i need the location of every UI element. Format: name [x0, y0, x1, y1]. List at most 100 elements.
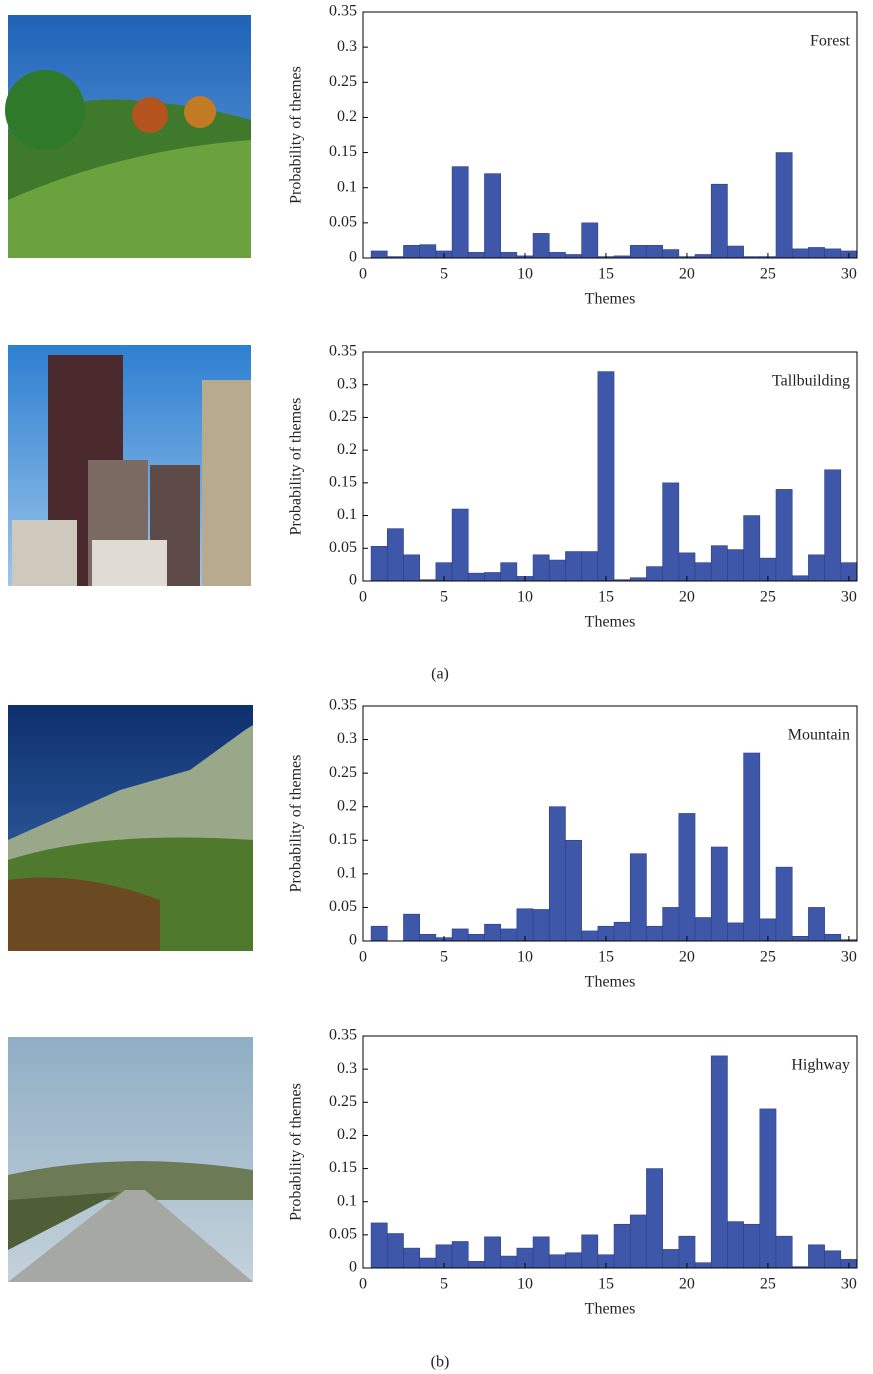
bar — [371, 1223, 387, 1268]
annotation: Forest — [810, 33, 851, 50]
y-tick-label: 0.25 — [329, 73, 357, 90]
bar — [582, 1235, 598, 1268]
bar — [484, 572, 500, 581]
bar — [711, 184, 727, 258]
x-tick-label: 30 — [841, 266, 857, 283]
bar — [792, 249, 808, 258]
x-tick-label: 0 — [359, 949, 367, 966]
bar — [825, 249, 841, 258]
chart: 00.050.10.150.20.250.30.35051015202530Th… — [288, 1027, 857, 1318]
x-tick-label: 25 — [760, 266, 776, 283]
bar — [371, 926, 387, 941]
bar — [646, 1169, 662, 1268]
y-tick-label: 0 — [349, 572, 357, 589]
bar — [711, 1056, 727, 1268]
x-tick-label: 15 — [598, 949, 614, 966]
bar — [501, 1256, 517, 1268]
y-tick-label: 0.25 — [329, 408, 357, 425]
bar — [744, 1224, 760, 1268]
x-tick-label: 25 — [760, 589, 776, 606]
y-tick-label: 0 — [349, 249, 357, 266]
bar — [549, 807, 565, 941]
y-tick-label: 0.05 — [329, 214, 357, 231]
bar — [630, 854, 646, 941]
y-tick-label: 0.05 — [329, 1226, 357, 1243]
bar — [808, 247, 824, 258]
x-tick-label: 25 — [760, 949, 776, 966]
y-tick-label: 0.1 — [337, 865, 357, 882]
x-tick-label: 25 — [760, 1276, 776, 1293]
y-tick-label: 0.3 — [337, 375, 357, 392]
bar — [565, 840, 581, 941]
bar — [501, 929, 517, 941]
bar — [630, 1215, 646, 1268]
bar — [533, 233, 549, 258]
photo-highway — [8, 1037, 253, 1282]
bar — [646, 567, 662, 581]
bar — [727, 550, 743, 581]
bar — [776, 489, 792, 581]
y-tick-label: 0.35 — [329, 343, 357, 360]
y-axis-title: Probability of themes — [288, 66, 305, 204]
bar — [484, 174, 500, 258]
bar — [646, 245, 662, 258]
y-tick-label: 0.2 — [337, 108, 357, 125]
y-tick-label: 0.2 — [337, 797, 357, 814]
chart: 00.050.10.150.20.250.30.35051015202530Th… — [288, 697, 857, 991]
bar — [808, 1245, 824, 1268]
bar — [614, 922, 630, 941]
bar — [582, 552, 598, 581]
bar — [727, 923, 743, 941]
bar — [533, 555, 549, 581]
y-tick-label: 0.15 — [329, 831, 357, 848]
y-tick-label: 0.3 — [337, 730, 357, 747]
x-tick-label: 20 — [679, 949, 695, 966]
y-tick-label: 0.2 — [337, 1126, 357, 1143]
bar — [420, 1258, 436, 1268]
bar — [484, 924, 500, 941]
bar — [679, 813, 695, 941]
bar — [663, 250, 679, 258]
x-tick-label: 20 — [679, 589, 695, 606]
bar — [403, 555, 419, 581]
annotation: Tallbuilding — [772, 373, 850, 390]
y-tick-label: 0.05 — [329, 539, 357, 556]
y-tick-label: 0 — [349, 932, 357, 949]
bar — [452, 167, 468, 258]
bar — [468, 1261, 484, 1268]
y-tick-label: 0.1 — [337, 178, 357, 195]
bar — [646, 926, 662, 941]
axes-box — [363, 1036, 857, 1268]
bar — [695, 918, 711, 942]
bar — [420, 245, 436, 258]
bar — [549, 560, 565, 581]
x-tick-label: 5 — [440, 589, 448, 606]
chart: 00.050.10.150.20.250.30.35051015202530Th… — [288, 343, 857, 631]
bar — [663, 483, 679, 581]
bar — [565, 254, 581, 258]
bar — [582, 931, 598, 941]
y-tick-label: 0.35 — [329, 3, 357, 20]
y-tick-label: 0.15 — [329, 1159, 357, 1176]
x-tick-label: 0 — [359, 589, 367, 606]
bar — [744, 753, 760, 941]
bar — [598, 372, 614, 581]
bar — [808, 555, 824, 581]
bar — [582, 223, 598, 258]
y-tick-label: 0.1 — [337, 506, 357, 523]
bar — [695, 563, 711, 581]
x-tick-label: 15 — [598, 266, 614, 283]
bar — [468, 252, 484, 258]
bar — [614, 1224, 630, 1268]
bar — [565, 552, 581, 581]
x-axis-title: Themes — [585, 1301, 636, 1318]
photo-forest — [5, 15, 251, 258]
x-tick-label: 15 — [598, 589, 614, 606]
y-tick-label: 0.3 — [337, 38, 357, 55]
figure: 00.050.10.150.20.250.30.35051015202530Th… — [0, 0, 873, 1374]
x-axis-title: Themes — [585, 614, 636, 631]
bar — [501, 252, 517, 258]
bar — [776, 1236, 792, 1268]
x-tick-label: 30 — [841, 589, 857, 606]
